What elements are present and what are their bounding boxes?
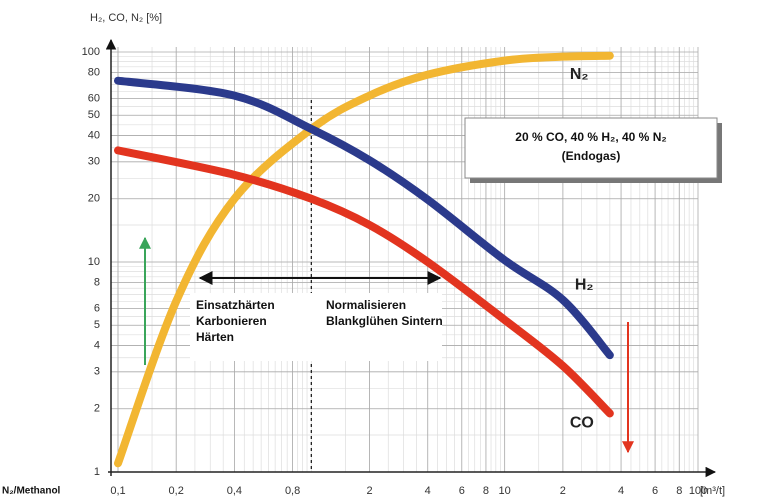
- curve-label: CO: [570, 415, 594, 432]
- y-tick-label: 4: [94, 339, 100, 351]
- x-tick-label: 4: [618, 485, 624, 497]
- y-tick-label: 6: [94, 302, 100, 314]
- y-tick-label: 2: [94, 403, 100, 415]
- curve: [114, 76, 614, 360]
- curve-label: H₂: [575, 276, 594, 293]
- curve-label: N₂: [570, 66, 589, 83]
- y-tick-label: 1: [94, 466, 100, 478]
- x-tick-label: 0,1: [110, 485, 125, 497]
- y-tick-label: 80: [88, 66, 100, 78]
- label: Härten: [196, 330, 234, 344]
- label: Karbonieren: [196, 314, 267, 328]
- x-tick-label: 100: [689, 485, 707, 497]
- x-start-label: N₂/Methanol: [2, 486, 61, 497]
- box-text: (Endogas): [562, 149, 621, 163]
- x-tick-label: 6: [459, 485, 465, 497]
- x-axis-unit: [m³/t]: [700, 485, 725, 497]
- y-tick-label: 8: [94, 276, 100, 288]
- x-tick-label: 0,2: [169, 485, 184, 497]
- y-tick-label: 40: [88, 129, 100, 141]
- x-tick-label: 0,4: [227, 485, 242, 497]
- y-tick-label: 5: [94, 319, 100, 331]
- y-tick-label: 20: [88, 193, 100, 205]
- box-text: 20 % CO, 40 % H₂, 40 % N₂: [515, 130, 666, 144]
- y-tick-label: 50: [88, 109, 100, 121]
- x-tick-label: 6: [652, 485, 658, 497]
- x-tick-label: 8: [483, 485, 489, 497]
- x-tick-label: 4: [425, 485, 431, 497]
- curve: [114, 146, 614, 418]
- label: Einsatzhärten: [196, 298, 275, 312]
- y-tick-label: 60: [88, 92, 100, 104]
- y-tick-label: 30: [88, 156, 100, 168]
- y-axis-label: H₂, CO, N₂ [%]: [90, 12, 162, 24]
- label: Blankglühen Sintern: [326, 314, 443, 328]
- y-tick-label: 10: [88, 256, 100, 268]
- x-tick-label: 2: [366, 485, 372, 497]
- curve: [114, 51, 614, 468]
- x-tick-label: 2: [560, 485, 566, 497]
- x-tick-label: 10: [499, 485, 511, 497]
- x-tick-label: 0,8: [285, 485, 300, 497]
- info-box: [464, 117, 718, 179]
- label: Normalisieren: [326, 298, 406, 312]
- curves: N₂ H₂ CO: [114, 51, 614, 468]
- text-bg: [190, 293, 442, 361]
- y-tick-label: 3: [94, 366, 100, 378]
- x-tick-label: 8: [676, 485, 682, 497]
- y-tick-label: 100: [82, 46, 100, 58]
